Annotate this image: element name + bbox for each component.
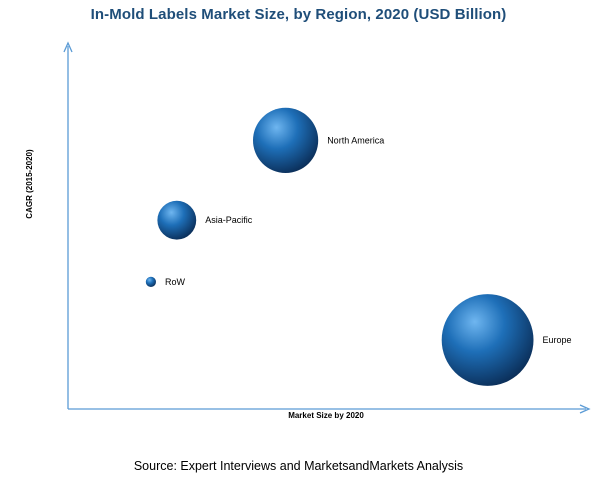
source-note: Source: Expert Interviews and Marketsand… (133, 459, 464, 473)
bubble-row (145, 276, 156, 287)
bubble-label-row: RoW (165, 277, 186, 287)
chart-title: In-Mold Labels Market Size, by Region, 2… (90, 6, 507, 23)
y-axis-arrow-icon (63, 41, 73, 53)
bubble-north-america (253, 107, 319, 173)
bubble-label-asia-pacific: Asia-Pacific (205, 215, 253, 225)
y-axis-label: CAGR (2015-2020) (25, 149, 34, 219)
bubble-label-europe: Europe (543, 335, 572, 345)
bubble-group: North America Asia-Pacific RoW Europe (145, 107, 572, 386)
bubble-label-north-america: North America (327, 135, 384, 145)
x-axis-label: Market Size by 2020 (288, 411, 364, 420)
bubble-europe (441, 294, 534, 386)
bubble-asia-pacific (157, 200, 197, 240)
bubble-chart: CAGR (2015-2020) Market Size by 2020 Nor… (25, 41, 591, 420)
x-axis-arrow-icon (579, 404, 591, 414)
